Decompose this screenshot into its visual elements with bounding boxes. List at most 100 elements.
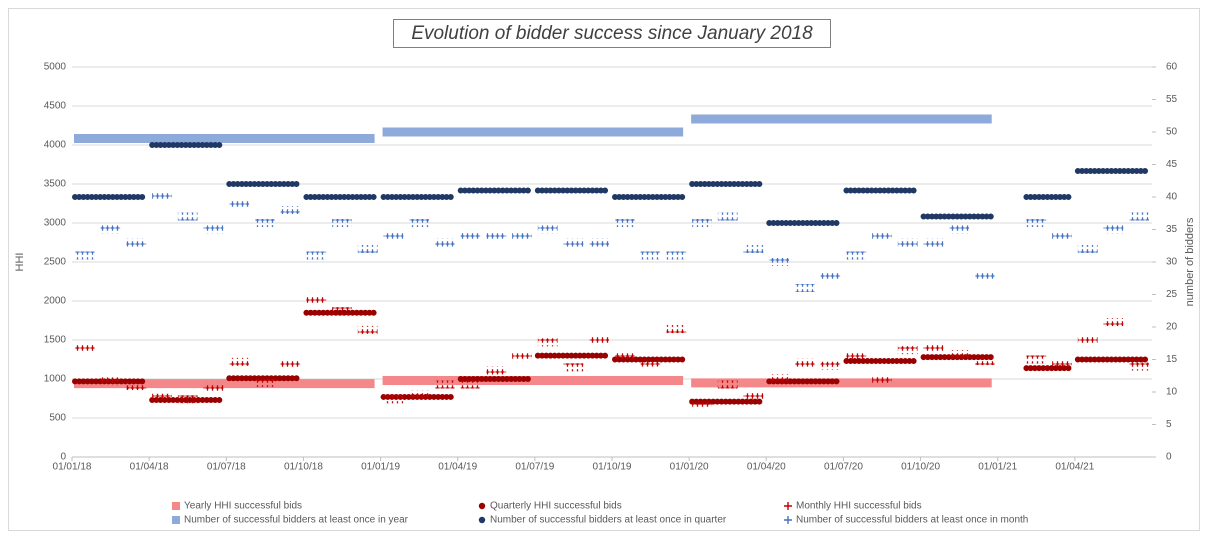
- y2-tick-label: 60: [1166, 62, 1178, 73]
- month-plus: [537, 225, 558, 234]
- month-plus: [537, 338, 558, 347]
- month-plus: [357, 325, 378, 334]
- month-plus: [589, 336, 609, 345]
- month-plus: [743, 391, 764, 400]
- month-plus: [229, 199, 249, 208]
- month-plus: [409, 219, 429, 227]
- legend-swatch: [784, 502, 792, 510]
- month-plus: [332, 219, 352, 227]
- x-tick-label: 01/04/19: [438, 462, 477, 473]
- y2-tick-label: 20: [1166, 322, 1178, 333]
- month-plus: [486, 232, 507, 240]
- y-tick-label: 4000: [44, 140, 67, 151]
- x-tick-label: 01/01/18: [53, 462, 92, 473]
- y-tick-label: 1000: [44, 374, 67, 385]
- month-plus: [897, 346, 918, 355]
- month-plus: [589, 238, 609, 247]
- y2-tick-label: 50: [1166, 127, 1178, 138]
- month-plus: [152, 193, 172, 201]
- month-plus: [1103, 318, 1124, 327]
- month-plus: [923, 343, 944, 352]
- month-plus: [1103, 225, 1124, 234]
- month-plus: [1077, 245, 1098, 253]
- month-plus: [460, 232, 481, 240]
- month-plus: [1129, 362, 1149, 371]
- x-tick-label: 01/01/19: [361, 462, 400, 473]
- month-plus: [126, 382, 147, 391]
- y-tick-label: 0: [60, 452, 66, 463]
- month-plus: [769, 374, 789, 383]
- month-plus: [100, 377, 121, 386]
- month-plus: [486, 366, 507, 375]
- legend-swatch: [784, 516, 792, 524]
- month-plus: [975, 357, 995, 366]
- chart-frame: [8, 8, 1200, 531]
- month-plus: [203, 225, 224, 234]
- y-tick-label: 4500: [44, 101, 67, 112]
- month-plus: [203, 382, 224, 391]
- y-tick-label: 500: [49, 413, 66, 424]
- month-plus: [1129, 212, 1149, 221]
- month-plus: [820, 271, 841, 279]
- x-tick-label: 01/04/20: [747, 462, 786, 473]
- month-plus: [435, 238, 455, 247]
- month-plus: [383, 395, 404, 404]
- month-plus: [769, 258, 789, 266]
- month-plus: [177, 395, 198, 404]
- month-plus: [615, 353, 635, 362]
- month-plus: [872, 375, 892, 384]
- month-plus: [949, 225, 969, 234]
- x-tick-label: 01/01/21: [978, 462, 1017, 473]
- legend-label: Quarterly HHI successful bids: [490, 501, 622, 512]
- month-plus: [795, 284, 815, 292]
- x-tick-label: 01/10/18: [284, 462, 323, 473]
- month-plus: [897, 238, 918, 247]
- y-axis-label: HHI: [14, 253, 26, 272]
- y2-tick-label: 0: [1166, 452, 1172, 463]
- month-plus: [409, 390, 429, 399]
- y-tick-label: 2500: [44, 257, 67, 268]
- month-plus: [717, 212, 738, 221]
- month-plus: [563, 363, 584, 372]
- y2-axis-label: number of bidders: [1184, 217, 1196, 306]
- month-plus: [1052, 232, 1072, 240]
- x-tick-label: 01/07/20: [824, 462, 863, 473]
- month-plus: [229, 357, 249, 366]
- month-plus: [255, 378, 275, 387]
- month-plus: [949, 350, 969, 359]
- legend-label: Number of successful bidders at least on…: [184, 515, 409, 526]
- month-plus: [563, 238, 584, 247]
- y2-tick-label: 45: [1166, 159, 1178, 170]
- legend-label: Yearly HHI successful bids: [184, 501, 302, 512]
- legend-label: Monthly HHI successful bids: [796, 501, 922, 512]
- y-tick-label: 2000: [44, 296, 67, 307]
- legend-swatch: [172, 502, 180, 510]
- month-plus: [1026, 219, 1047, 227]
- month-plus: [357, 245, 378, 253]
- y2-tick-label: 55: [1166, 94, 1178, 105]
- month-plus: [435, 380, 455, 389]
- x-tick-label: 01/07/19: [515, 462, 554, 473]
- y-tick-label: 1500: [44, 335, 67, 346]
- month-plus: [306, 251, 327, 260]
- month-plus: [255, 219, 275, 227]
- month-plus: [846, 353, 867, 362]
- legend-label: Number of successful bidders at least on…: [490, 515, 727, 526]
- y-tick-label: 3000: [44, 218, 67, 229]
- y2-tick-label: 35: [1166, 224, 1178, 235]
- month-plus: [615, 219, 635, 227]
- month-plus: [692, 219, 712, 227]
- month-plus: [923, 238, 944, 247]
- month-plus: [152, 393, 172, 402]
- month-plus: [177, 212, 198, 221]
- y2-tick-label: 15: [1166, 354, 1178, 365]
- y2-tick-label: 40: [1166, 192, 1178, 203]
- chart-title: Evolution of bidder success since Januar…: [411, 23, 813, 44]
- month-plus: [512, 353, 532, 362]
- y2-tick-label: 30: [1166, 257, 1178, 268]
- month-plus: [512, 232, 532, 240]
- month-plus: [332, 307, 352, 316]
- x-tick-label: 01/10/19: [593, 462, 632, 473]
- month-plus: [975, 271, 995, 279]
